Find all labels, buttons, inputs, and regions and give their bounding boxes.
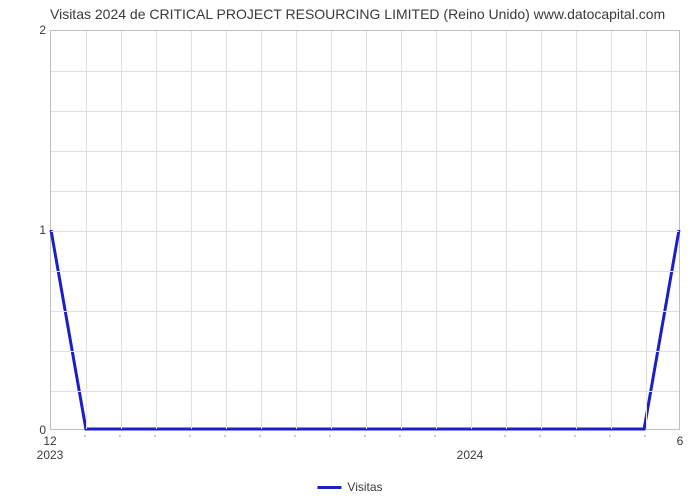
gridline-vertical — [226, 31, 227, 429]
gridline-horizontal — [51, 351, 679, 352]
x-tick-label-top: 6 — [677, 434, 684, 448]
x-tick-label-bottom: 2024 — [457, 448, 484, 462]
x-tick-minor: ' — [399, 434, 401, 445]
y-tick-label: 1 — [30, 223, 46, 237]
gridline-horizontal — [51, 391, 679, 392]
plot-area — [50, 30, 680, 430]
legend-label: Visitas — [347, 480, 382, 494]
gridline-vertical — [156, 31, 157, 429]
gridline-vertical — [436, 31, 437, 429]
x-tick-minor: ' — [119, 434, 121, 445]
gridline-vertical — [611, 31, 612, 429]
gridline-horizontal — [51, 111, 679, 112]
chart-title: Visitas 2024 de CRITICAL PROJECT RESOURC… — [50, 6, 665, 22]
gridline-vertical — [86, 31, 87, 429]
gridline-vertical — [331, 31, 332, 429]
y-tick-label: 2 — [30, 23, 46, 37]
gridline-vertical — [401, 31, 402, 429]
gridline-vertical — [471, 31, 472, 429]
x-tick-minor: ' — [364, 434, 366, 445]
gridline-vertical — [191, 31, 192, 429]
gridline-vertical — [576, 31, 577, 429]
gridline-horizontal — [51, 191, 679, 192]
gridline-horizontal — [51, 151, 679, 152]
gridline-vertical — [121, 31, 122, 429]
x-tick-minor: ' — [224, 434, 226, 445]
x-tick-minor: ' — [259, 434, 261, 445]
x-tick-minor: ' — [504, 434, 506, 445]
gridline-horizontal — [51, 231, 679, 232]
gridline-horizontal — [51, 71, 679, 72]
series-line — [51, 31, 679, 429]
x-tick-minor: ' — [434, 434, 436, 445]
gridline-vertical — [541, 31, 542, 429]
x-tick-minor: ' — [609, 434, 611, 445]
legend-swatch — [317, 486, 341, 489]
gridline-vertical — [506, 31, 507, 429]
gridline-vertical — [261, 31, 262, 429]
x-tick-minor: ' — [189, 434, 191, 445]
x-tick-minor: ' — [294, 434, 296, 445]
x-tick-minor: ' — [154, 434, 156, 445]
chart-container: Visitas 2024 de CRITICAL PROJECT RESOURC… — [0, 0, 700, 500]
x-tick-minor: ' — [329, 434, 331, 445]
gridline-horizontal — [51, 311, 679, 312]
legend: Visitas — [317, 480, 382, 494]
x-tick-minor: ' — [84, 434, 86, 445]
gridline-horizontal — [51, 271, 679, 272]
gridline-vertical — [296, 31, 297, 429]
x-tick-minor: ' — [574, 434, 576, 445]
gridline-vertical — [646, 31, 647, 429]
x-tick-label-top: 12 — [43, 434, 56, 448]
x-tick-label-bottom: 2023 — [37, 448, 64, 462]
x-tick-minor: ' — [644, 434, 646, 445]
gridline-vertical — [366, 31, 367, 429]
x-tick-minor: ' — [539, 434, 541, 445]
